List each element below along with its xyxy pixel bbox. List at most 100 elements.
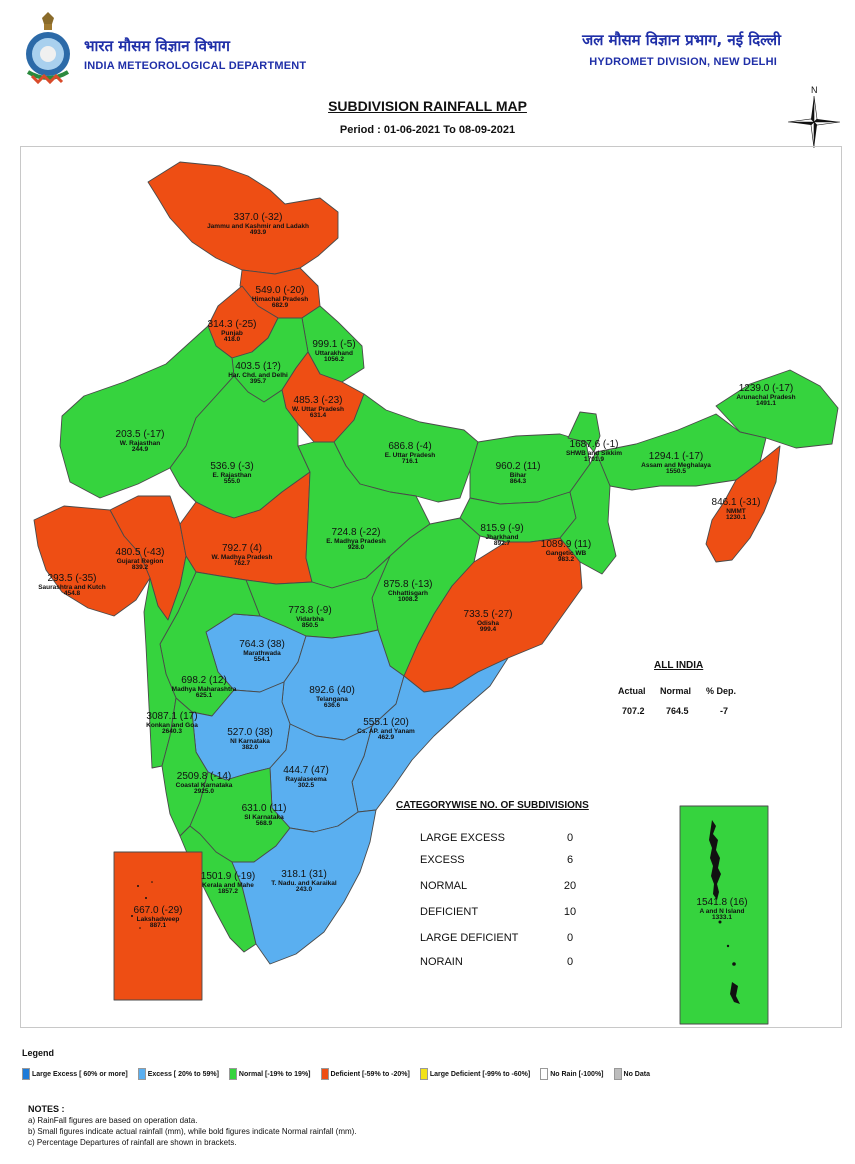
label-haryana-delhi: 403.5 (1?) Har. Chd. and Delhi 395.7 <box>228 361 288 386</box>
label-w-madhya-pradesh: 792.7 (4) W. Madhya Pradesh 762.7 <box>211 543 273 568</box>
legend-label: Deficient [-59% to -20%] <box>330 1070 410 1078</box>
label-jharkhand: 815.9 (-9) Jharkhand 892.7 <box>480 523 524 548</box>
label-chhattisgarh: 875.8 (-13) Chhattisgarh 1008.2 <box>383 579 433 604</box>
legend-item-excess: Excess [ 20% to 59%] <box>137 1068 219 1080</box>
cat-count-deficient: 10 <box>563 906 577 918</box>
label-assam-meghalaya: 1294.1 (-17) Assam and Meghalaya 1550.5 <box>641 451 711 476</box>
label-punjab: 314.3 (-25) Punjab 418.0 <box>207 319 257 344</box>
region-konkan-goa <box>143 555 197 769</box>
legend-swatch <box>540 1068 549 1080</box>
label-e-uttar-pradesh: 686.8 (-4) E. Uttar Pradesh 716.1 <box>384 441 436 466</box>
imd-emblem-logo <box>26 12 70 85</box>
map-title: SUBDIVISION RAINFALL MAP <box>328 98 527 114</box>
cat-label-large-deficient: LARGE DEFICIENT <box>420 932 519 944</box>
cat-count-normal: 20 <box>563 880 577 892</box>
region-andaman-nicobar <box>679 805 769 1025</box>
label-w-uttar-pradesh: 485.3 (-23) W. Uttar Pradesh 631.4 <box>291 395 345 420</box>
india-subdivision-map <box>33 161 839 1025</box>
label-gangetic-wb: 1089.9 (11) Gangetic WB 983.2 <box>540 539 592 564</box>
label-coastal-andhra-yanam: 555.1 (20) Cs. AP. and Yanam 462.9 <box>357 717 415 742</box>
label-arunachal-pradesh: 1239.0 (-17) Arunachal Pradesh 1491.1 <box>736 383 796 408</box>
all-india-title: ALL INDIA <box>654 660 704 671</box>
region-nmmt <box>705 445 781 563</box>
label-w-rajasthan: 203.5 (-17) W. Rajasthan 244.9 <box>115 429 165 454</box>
region-tn-pudu-karaikal <box>231 809 377 965</box>
legend-item-normal: Normal [-19% to 19%] <box>228 1068 311 1080</box>
label-gujarat-region: 480.5 (-43) Gujarat Region 839.2 <box>115 547 165 572</box>
label-himachal-pradesh: 549.0 (-20) Himachal Pradesh 682.9 <box>251 285 309 310</box>
legend-label: No Data <box>623 1070 650 1078</box>
period-text: Period : 01-06-2021 To 08-09-2021 <box>339 124 516 136</box>
legend-swatch <box>137 1068 146 1080</box>
label-kerala-mahe: 1501.9 (-19) Kerala and Mahe 1857.2 <box>200 871 256 896</box>
map-frame <box>20 146 842 1028</box>
legend-label: No Rain [-100%] <box>550 1070 604 1078</box>
label-lakshadweep: 667.0 (-29) Lakshadweep 887.1 <box>133 905 183 930</box>
categorywise-title: CATEGORYWISE NO. OF SUBDIVISIONS <box>396 800 589 811</box>
legend-label: Excess [ 20% to 59%] <box>147 1070 219 1078</box>
label-andaman-nicobar: 1541.8 (16) A and N Island 1333.1 <box>696 897 748 922</box>
label-nmmt: 846.1 (-31) NMMT 1230.1 <box>711 497 761 522</box>
all-india-dep: -7 <box>720 706 729 716</box>
region-jammu-kashmir-ladakh <box>147 161 339 275</box>
legend-item-no-rain: No Rain [-100%] <box>540 1068 604 1080</box>
note-line-c: c) Percentage Departures of rainfall are… <box>28 1138 237 1147</box>
label-coastal-karnataka: 2509.8 (-14) Coastal Karnataka 2925.0 <box>175 771 233 796</box>
legend-item-deficient: Deficient [-59% to -20%] <box>320 1068 410 1080</box>
legend-label: Large Excess [ 60% or more] <box>32 1070 128 1078</box>
label-e-rajasthan: 536.9 (-3) E. Rajasthan 555.0 <box>210 461 254 486</box>
north-arrow-icon <box>788 96 840 148</box>
region-lakshadweep <box>113 851 203 1001</box>
label-konkan-goa: 3087.1 (17) Konkan and Goa 2640.3 <box>146 711 198 736</box>
notes: NOTES : a) RainFall figures are based on… <box>28 1104 357 1148</box>
header-english-right: HYDROMET DIVISION, NEW DELHI <box>589 56 777 68</box>
legend-swatch <box>320 1068 329 1080</box>
label-uttarakhand: 999.1 (-5) Uttarakhand 1056.2 <box>312 339 356 364</box>
notes-title: NOTES : <box>28 1104 65 1114</box>
label-shwb-sikkim: 1687.6 (-1) SHWB and Sikkim 1701.9 <box>566 439 622 464</box>
legend: Large Excess [ 60% or more] Excess [ 20%… <box>22 1068 842 1080</box>
note-line-a: a) RainFall figures are based on operati… <box>28 1116 198 1125</box>
region-saurashtra-kutch <box>33 505 151 617</box>
label-madhya-maharashtra: 698.2 (12) Madhya Maharashtra 625.1 <box>171 675 237 700</box>
cat-label-large-excess: LARGE EXCESS <box>420 832 505 844</box>
all-india-actual: 707.2 <box>622 706 645 716</box>
label-si-karnataka: 631.0 (11) SI Karnataka 568.9 <box>241 803 287 828</box>
region-shwb-sikkim <box>567 411 601 453</box>
legend-item-large-deficient: Large Deficient [-99% to -60%] <box>419 1068 531 1080</box>
all-india-header-dep: % Dep. <box>706 686 737 696</box>
legend-swatch <box>228 1068 237 1080</box>
island-marks <box>131 820 740 1004</box>
label-rayalaseema: 444.7 (47) Rayalaseema 302.5 <box>283 765 329 790</box>
label-bihar: 960.2 (11) Bihar 864.3 <box>495 461 541 486</box>
label-ni-karnataka: 527.0 (38) NI Karnataka 382.0 <box>227 727 273 752</box>
label-telangana: 892.6 (40) Telangana 636.6 <box>309 685 355 710</box>
label-saurashtra-kutch: 293.5 (-35) Saurashtra and Kutch 454.8 <box>38 573 106 598</box>
cat-label-deficient: DEFICIENT <box>420 906 479 918</box>
all-india-header-normal: Normal <box>660 686 692 696</box>
label-jammu-kashmir-ladakh: 337.0 (-32) Jammu and Kashmir and Ladakh 4… <box>207 212 309 237</box>
legend-label: Large Deficient [-99% to -60%] <box>429 1070 531 1078</box>
label-e-madhya-pradesh: 724.8 (-22) E. Madhya Pradesh 928.0 <box>326 527 386 552</box>
region-gangetic-wb <box>559 451 617 575</box>
cat-count-norain: 0 <box>566 956 574 968</box>
cat-label-norain: NORAIN <box>420 956 463 968</box>
label-odisha: 733.5 (-27) Odisha 999.4 <box>463 609 513 634</box>
all-india-normal: 764.5 <box>666 706 689 716</box>
cat-label-excess: EXCESS <box>420 854 465 866</box>
north-label: N <box>811 85 818 95</box>
all-india-header-actual: Actual <box>618 686 646 696</box>
legend-swatch <box>419 1068 428 1080</box>
cat-count-excess: 6 <box>566 854 574 866</box>
label-marathwada: 764.3 (38) Marathwada 554.1 <box>239 639 285 664</box>
label-vidarbha: 773.8 (-9) Vidarbha 850.5 <box>288 605 332 630</box>
legend-label: Normal [-19% to 19%] <box>238 1070 311 1078</box>
cat-count-large-deficient: 0 <box>566 932 574 944</box>
label-tn-pudu-karaikal: 318.1 (31) T. Nadu. and Karaikal 243.0 <box>271 869 337 894</box>
note-line-b: b) Small figures indicate actual rainfal… <box>28 1127 357 1136</box>
header-english-left: INDIA METEOROLOGICAL DEPARTMENT <box>84 60 307 72</box>
legend-title: Legend <box>22 1048 55 1058</box>
legend-item-large-excess: Large Excess [ 60% or more] <box>22 1068 128 1080</box>
cat-label-normal: NORMAL <box>420 880 468 892</box>
legend-swatch <box>22 1068 30 1080</box>
